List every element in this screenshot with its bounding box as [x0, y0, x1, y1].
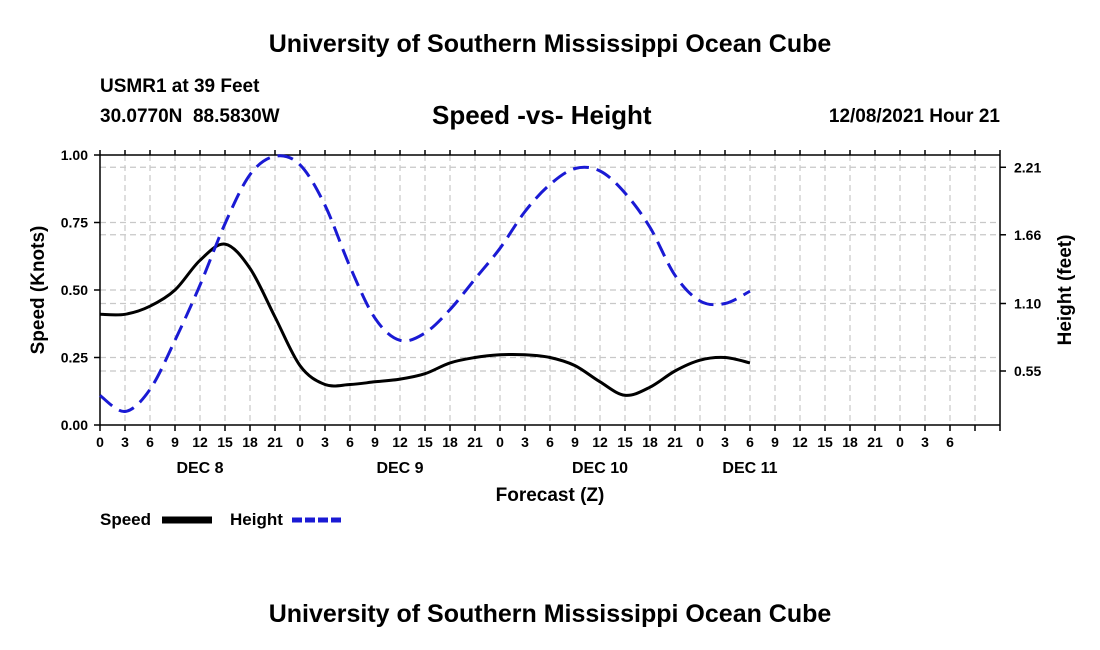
y-tick-label: 0.75 — [61, 215, 88, 231]
series-line-speed — [99, 242, 751, 397]
x-tick-label: 18 — [642, 434, 658, 450]
x-tick-label: 12 — [592, 434, 608, 450]
y2-tick-label: 0.55 — [1014, 363, 1041, 379]
y2-tick-label: 1.10 — [1014, 296, 1041, 312]
x-tick-label: 9 — [371, 434, 379, 450]
x-tick-label: 6 — [746, 434, 754, 450]
y2-tick-label: 2.21 — [1014, 159, 1041, 175]
x-tick-label: 6 — [546, 434, 554, 450]
x-tick-label: 6 — [146, 434, 154, 450]
legend-label-speed: Speed — [100, 510, 151, 529]
x-tick-label: 6 — [946, 434, 954, 450]
x-tick-label: 0 — [296, 434, 304, 450]
x-tick-label: 21 — [667, 434, 683, 450]
day-label: DEC 10 — [572, 460, 628, 477]
grid — [100, 155, 1000, 425]
y2-tick-label: 1.66 — [1014, 227, 1041, 243]
x-tick-label: 3 — [521, 434, 529, 450]
x-tick-label: 21 — [467, 434, 483, 450]
axis-labels: 0 3 6 9 12 15 18 21 0 3 6 9 12 15 18 21 0 3 6 9 12 15 18 21 0 3 6 9… — [28, 147, 1076, 506]
y-tick-label: 0.00 — [61, 417, 88, 433]
x-tick-label: 0 — [96, 434, 104, 450]
x-tick-label: 3 — [721, 434, 729, 450]
x-tick-label: 18 — [242, 434, 258, 450]
chart-title: Speed -vs- Height — [432, 100, 652, 130]
x-tick-label: 3 — [121, 434, 129, 450]
forecast-date: 12/08/2021 Hour 21 — [828, 106, 1000, 127]
page-title: University of Southern Mississippi Ocean… — [268, 30, 832, 58]
x-tick-label: 15 — [817, 434, 833, 450]
x-tick-label: 3 — [921, 434, 929, 450]
legend: Speed Height — [100, 510, 342, 529]
y-tick-label: 1.00 — [61, 147, 88, 163]
day-label: DEC 11 — [722, 460, 777, 477]
station-coordinates: 30.0770N 88.5830W — [100, 106, 280, 127]
x-tick-label: 21 — [267, 434, 283, 450]
x-tick-label: 12 — [192, 434, 208, 450]
series-lines — [99, 154, 751, 413]
footer-title: University of Southern Mississippi Ocean… — [268, 600, 832, 628]
x-tick-label: 3 — [321, 434, 329, 450]
x-tick-label: 18 — [842, 434, 858, 450]
x-tick-label: 0 — [896, 434, 904, 450]
y2-axis-title: Height (feet) — [1055, 235, 1076, 346]
x-tick-label: 15 — [217, 434, 233, 450]
x-tick-label: 0 — [496, 434, 504, 450]
x-tick-label: 9 — [171, 434, 179, 450]
x-tick-label: 0 — [696, 434, 704, 450]
speed-height-chart: 0 3 6 9 12 15 18 21 0 3 6 9 12 15 18 21 0 3 6 9 12 15 18 21 0 3 6 9… — [28, 147, 1076, 529]
legend-label-height: Height — [230, 510, 283, 529]
y-axis-title: Speed (Knots) — [28, 226, 49, 355]
x-tick-label: 9 — [571, 434, 579, 450]
x-axis-title: Forecast (Z) — [496, 485, 605, 506]
day-label: DEC 9 — [376, 460, 423, 477]
station-name: USMR1 at 39 Feet — [100, 76, 260, 97]
x-tick-label: 18 — [442, 434, 458, 450]
y-tick-label: 0.25 — [61, 350, 88, 366]
x-tick-label: 21 — [867, 434, 883, 450]
x-tick-label: 9 — [771, 434, 779, 450]
x-tick-label: 15 — [617, 434, 633, 450]
series-line-height — [99, 154, 751, 413]
y-tick-label: 0.50 — [61, 282, 88, 298]
day-label: DEC 8 — [176, 460, 223, 477]
x-tick-label: 15 — [417, 434, 433, 450]
x-tick-label: 6 — [346, 434, 354, 450]
x-tick-label: 12 — [392, 434, 408, 450]
x-tick-label: 12 — [792, 434, 808, 450]
axes — [94, 150, 1006, 431]
